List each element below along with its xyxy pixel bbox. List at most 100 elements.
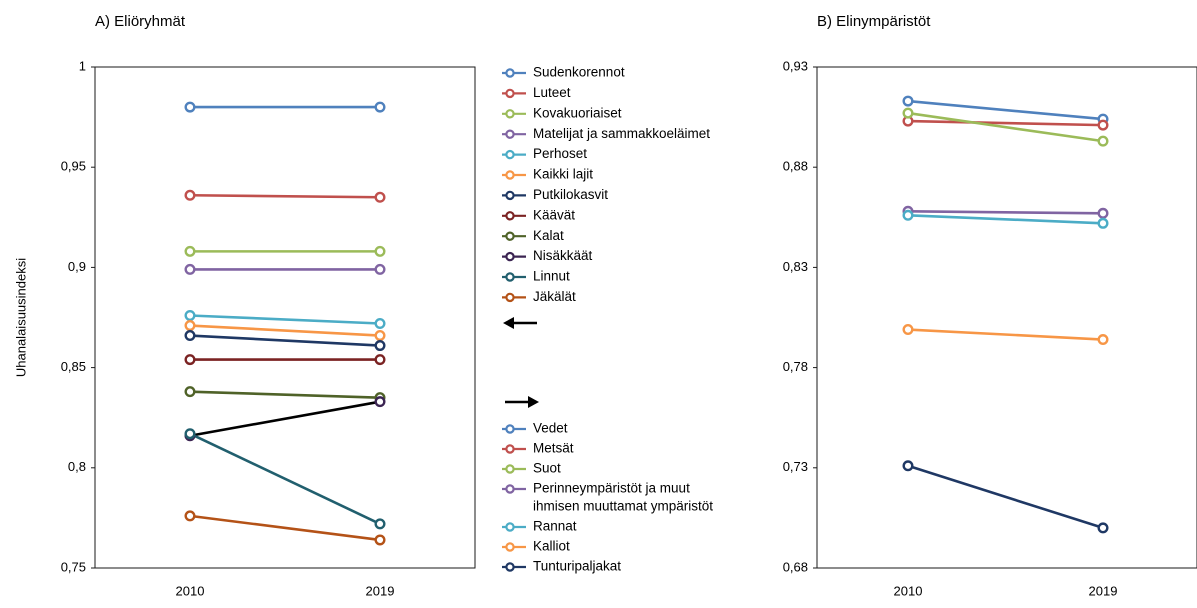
legend-a-marker — [505, 88, 515, 99]
series-line — [189, 514, 381, 542]
data-point — [184, 245, 196, 257]
y-tick-label-b: 0,78 — [783, 359, 808, 374]
data-point — [184, 263, 196, 275]
data-point — [374, 263, 386, 275]
series-line — [907, 99, 1104, 121]
legend-a-marker — [505, 149, 515, 160]
legend-a-marker — [505, 109, 515, 119]
data-point — [1097, 135, 1109, 147]
legend-a-label: Käävät — [533, 207, 575, 222]
series-line — [907, 119, 1104, 127]
y-tick-label-a: 0,85 — [61, 359, 86, 374]
x-tick-label-a: 2010 — [176, 583, 205, 598]
y-tick-label-a: 0,8 — [68, 459, 86, 474]
series-line — [189, 324, 381, 337]
y-tick-label-b: 0,83 — [783, 259, 808, 274]
series-line — [907, 213, 1104, 225]
legend-a-label: Luteet — [533, 85, 571, 100]
legend-b-marker — [505, 562, 515, 572]
data-point — [184, 101, 196, 113]
x-tick-label-a: 2019 — [366, 583, 395, 598]
legend-a-label: Perhoset — [533, 146, 587, 161]
y-tick-label-a: 1 — [79, 58, 86, 73]
x-tick-label-b: 2010 — [894, 583, 923, 598]
legend-b-label: Rannat — [533, 519, 577, 534]
series-line — [907, 209, 1104, 215]
data-point — [374, 340, 386, 352]
legend-b-label: Perinneympäristöt ja muut — [533, 481, 690, 496]
legend-b-label: Metsät — [533, 441, 574, 456]
data-point — [1097, 217, 1109, 229]
legend-b-marker — [505, 464, 515, 474]
data-point — [184, 386, 196, 398]
legend-a-marker — [505, 190, 515, 201]
data-point — [902, 460, 914, 472]
data-point — [374, 101, 386, 113]
y-tick-label-b: 0,88 — [783, 159, 808, 174]
right-arrow-icon — [505, 396, 539, 408]
legend-b-label: Kalliot — [533, 539, 570, 554]
data-point — [1097, 119, 1109, 131]
data-point — [902, 95, 914, 107]
series-line — [907, 328, 1104, 341]
legend-b-marker — [505, 522, 515, 532]
data-point — [902, 107, 914, 119]
legend-a-marker — [505, 68, 515, 78]
legend-a-label: Jäkälät — [533, 289, 576, 304]
legend-b-marker — [505, 484, 515, 494]
legend-a-marker — [505, 129, 515, 139]
data-point — [184, 330, 196, 342]
data-point — [184, 320, 196, 332]
data-point — [374, 354, 386, 366]
legend-b-label: Vedet — [533, 421, 568, 436]
data-point — [374, 245, 386, 257]
chart-title-b: B) Elinympäristöt — [817, 13, 931, 30]
data-point — [902, 209, 914, 221]
legend-a-marker — [505, 170, 515, 180]
data-point — [184, 428, 196, 440]
legend-b-label: ihmisen muuttamat ympäristöt — [533, 499, 713, 514]
legend-a-label: Nisäkkäät — [533, 248, 593, 263]
series-line — [189, 334, 381, 347]
legend-b-label: Suot — [533, 461, 561, 476]
data-point — [902, 324, 914, 336]
data-point — [184, 354, 196, 366]
series-line — [189, 314, 381, 325]
data-point — [374, 318, 386, 330]
legend-a-label: Kalat — [533, 228, 564, 243]
y-axis-label: Uhanalaisuusindeksi — [13, 258, 28, 377]
legend-a-marker — [505, 231, 515, 241]
legend-b-marker — [505, 542, 515, 552]
legend-a-label: Kovakuoriaiset — [533, 105, 622, 120]
data-point — [1097, 522, 1109, 534]
legend-a-label: Sudenkorennot — [533, 65, 625, 80]
left-arrow-icon — [503, 317, 537, 329]
y-tick-label-a: 0,9 — [68, 259, 86, 274]
y-tick-label-b: 0,68 — [783, 559, 808, 574]
data-point — [374, 191, 386, 203]
y-tick-label-a: 0,95 — [61, 159, 86, 174]
data-point — [1097, 207, 1109, 219]
x-tick-label-b: 2019 — [1089, 583, 1118, 598]
legend-a-marker — [505, 272, 515, 282]
legend-a-label: Kaikki lajit — [533, 167, 593, 182]
data-point — [184, 309, 196, 321]
series-line — [189, 432, 381, 526]
series-line — [907, 464, 1104, 530]
legend-b-label: Tunturipaljakat — [533, 559, 621, 574]
legend-a-marker — [505, 211, 515, 221]
data-point — [184, 510, 196, 522]
series-line — [189, 400, 381, 438]
y-tick-label-a: 0,75 — [61, 559, 86, 574]
data-point — [374, 396, 386, 408]
chart-title-a: A) Eliöryhmät — [95, 13, 186, 30]
series-line — [189, 390, 381, 399]
legend-b-marker — [505, 444, 515, 454]
plot-frame-a — [94, 66, 476, 569]
data-point — [1097, 334, 1109, 346]
plot-frame-b — [816, 66, 1197, 569]
y-tick-label-b: 0,93 — [783, 58, 808, 73]
data-point — [374, 518, 386, 530]
legend-a-label: Linnut — [533, 269, 570, 284]
